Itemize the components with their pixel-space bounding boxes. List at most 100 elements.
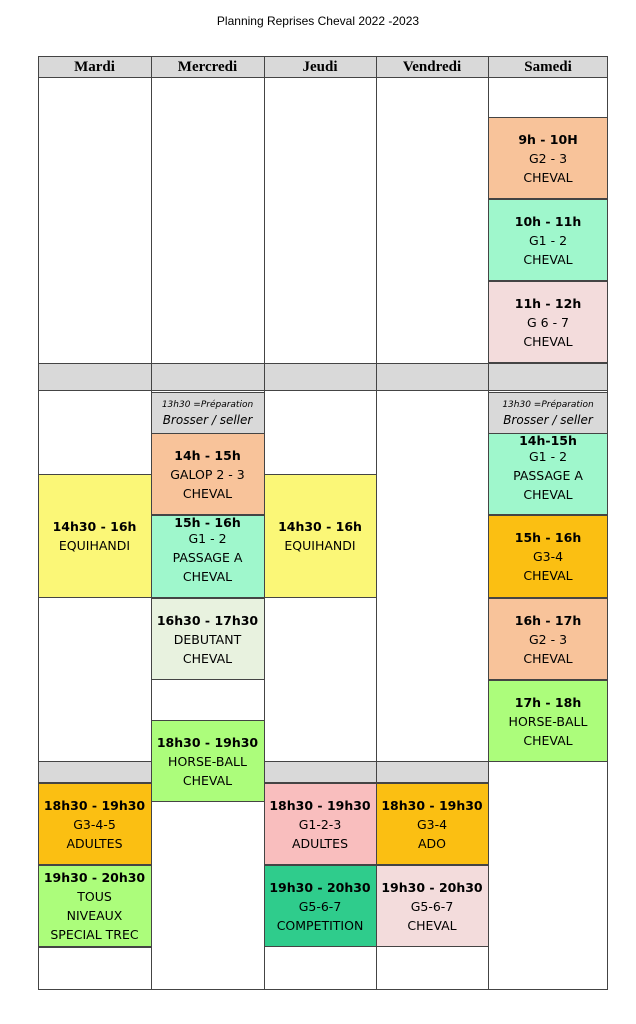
slot-time: 14h30 - 16h bbox=[52, 519, 137, 534]
slot-label: CHEVAL bbox=[523, 487, 573, 502]
samedi-15h: 15h - 16h G3-4 CHEVAL bbox=[488, 515, 608, 598]
table-top-border bbox=[38, 56, 608, 57]
slot-label: ADO bbox=[417, 835, 446, 851]
mardi-equihandi: 14h30 - 16h EQUIHANDI bbox=[38, 474, 151, 598]
slot-label: CHEVAL bbox=[182, 485, 233, 501]
slot-time: 17h - 18h bbox=[514, 694, 582, 710]
slot-group: GALOP 2 - 3 bbox=[170, 466, 245, 482]
samedi-16h: 16h - 17h G2 - 3 CHEVAL bbox=[488, 598, 608, 680]
samedi-14h: 14h-15h G1 - 2 PASSAGE A CHEVAL bbox=[488, 433, 608, 515]
samedi-9h: 9h - 10H G2 - 3 CHEVAL bbox=[488, 117, 608, 199]
slot-time: 11h - 12h bbox=[514, 295, 582, 311]
slot-label: CHEVAL bbox=[523, 169, 573, 185]
slot-label: CHEVAL bbox=[407, 917, 457, 933]
slot-group: G5-6-7 bbox=[410, 898, 454, 914]
slot-label: CHEVAL bbox=[523, 333, 573, 349]
mercredi-preparation: 13h30 =Préparation Brosser / seller bbox=[151, 392, 264, 433]
slot-time: 15h - 16h bbox=[514, 530, 582, 545]
slot-group: G1-2-3 bbox=[298, 816, 342, 832]
header-mercredi: Mercredi bbox=[151, 57, 264, 78]
samedi-preparation: 13h30 =Préparation Brosser / seller bbox=[488, 392, 608, 433]
preparation-time: 13h30 =Préparation bbox=[161, 400, 254, 410]
samedi-11h: 11h - 12h G 6 - 7 CHEVAL bbox=[488, 281, 608, 363]
slot-label: COMPETITION bbox=[276, 917, 364, 933]
slot-group: G2 - 3 bbox=[528, 631, 568, 647]
slot-time: 18h30 - 19h30 bbox=[156, 734, 259, 750]
slot-label: SPECIAL TREC bbox=[50, 927, 139, 942]
header-samedi: Samedi bbox=[488, 57, 608, 78]
slot-label: EQUIHANDI bbox=[58, 538, 131, 553]
slot-time: 14h - 15h bbox=[174, 447, 241, 463]
mardi-adultes: 18h30 - 19h30 G3-4-5 ADULTES bbox=[38, 783, 151, 865]
slot-group: G3-4-5 bbox=[73, 816, 116, 832]
slot-time: 16h30 - 17h30 bbox=[156, 612, 259, 628]
slot-time: 16h - 17h bbox=[514, 612, 582, 628]
jeudi-adultes: 18h30 - 19h30 G1-2-3 ADULTES bbox=[264, 783, 376, 865]
slot-label: ADULTES bbox=[291, 835, 349, 851]
vendredi-cheval: 19h30 - 20h30 G5-6-7 CHEVAL bbox=[376, 865, 488, 947]
column-border bbox=[151, 57, 152, 990]
slot-group: G1 - 2 bbox=[528, 232, 568, 248]
slot-label: HORSE-BALL bbox=[168, 753, 247, 769]
lunch-break-band bbox=[38, 363, 608, 391]
evening-band-mardi bbox=[38, 761, 151, 783]
header-vendredi: Vendredi bbox=[376, 57, 488, 78]
mercredi-galop: 14h - 15h GALOP 2 - 3 CHEVAL bbox=[151, 433, 264, 515]
column-border bbox=[264, 57, 265, 990]
slot-label: CHEVAL bbox=[182, 569, 233, 584]
slot-time: 18h30 - 19h30 bbox=[269, 797, 371, 813]
slot-label: CHEVAL bbox=[523, 732, 573, 748]
slot-label: PASSAGE A bbox=[513, 468, 583, 483]
slot-time: 18h30 - 19h30 bbox=[43, 797, 146, 813]
preparation-time: 13h30 =Préparation bbox=[502, 400, 594, 410]
slot-group: G5-6-7 bbox=[298, 898, 342, 914]
slot-label: NIVEAUX bbox=[66, 908, 123, 923]
slot-group: G1 - 2 bbox=[528, 449, 568, 464]
slot-label: DEBUTANT bbox=[173, 631, 242, 647]
slot-label: PASSAGE A bbox=[172, 550, 243, 565]
column-border bbox=[488, 57, 489, 990]
slot-label: CHEVAL bbox=[523, 568, 573, 583]
slot-time: 15h - 16h bbox=[174, 515, 241, 530]
mercredi-passage: 15h - 16h G1 - 2 PASSAGE A CHEVAL bbox=[151, 515, 264, 598]
slot-label: CHEVAL bbox=[523, 251, 573, 267]
row-divider bbox=[38, 947, 151, 948]
slot-group: G3-4 bbox=[532, 549, 564, 564]
slot-label: CHEVAL bbox=[182, 650, 233, 666]
slot-label: EQUIHANDI bbox=[284, 538, 356, 553]
mercredi-horseball: 18h30 - 19h30 HORSE-BALL CHEVAL bbox=[151, 720, 264, 802]
column-border bbox=[38, 57, 39, 990]
column-border bbox=[607, 57, 608, 990]
jeudi-competition: 19h30 - 20h30 G5-6-7 COMPETITION bbox=[264, 865, 376, 947]
slot-group: G1 - 2 bbox=[188, 531, 227, 546]
column-border bbox=[376, 57, 377, 990]
slot-time: 14h-15h bbox=[519, 433, 577, 448]
preparation-task: Brosser / seller bbox=[162, 413, 253, 427]
slot-group: G 6 - 7 bbox=[526, 314, 570, 330]
samedi-10h: 10h - 11h G1 - 2 CHEVAL bbox=[488, 199, 608, 281]
jeudi-equihandi: 14h30 - 16h EQUIHANDI bbox=[264, 474, 376, 598]
slot-time: 19h30 - 20h30 bbox=[381, 879, 483, 895]
slot-label: CHEVAL bbox=[523, 650, 573, 666]
slot-time: 10h - 11h bbox=[514, 213, 582, 229]
samedi-17h: 17h - 18h HORSE-BALL CHEVAL bbox=[488, 680, 608, 762]
slot-label: ADULTES bbox=[66, 835, 123, 851]
slot-group: G2 - 3 bbox=[528, 150, 568, 166]
slot-time: 19h30 - 20h30 bbox=[43, 870, 146, 885]
header-mardi: Mardi bbox=[38, 57, 151, 78]
mardi-trec: 19h30 - 20h30 TOUS NIVEAUX SPECIAL TREC bbox=[38, 865, 151, 947]
slot-label: TOUS bbox=[77, 889, 112, 904]
slot-group: G3-4 bbox=[416, 816, 448, 832]
mercredi-debutant: 16h30 - 17h30 DEBUTANT CHEVAL bbox=[151, 598, 264, 680]
slot-label: CHEVAL bbox=[182, 772, 233, 788]
slot-time: 9h - 10H bbox=[518, 131, 578, 147]
preparation-task: Brosser / seller bbox=[503, 413, 593, 427]
table-bottom-border bbox=[38, 989, 608, 990]
slot-label: HORSE-BALL bbox=[508, 713, 588, 729]
slot-time: 14h30 - 16h bbox=[278, 519, 362, 534]
vendredi-ado: 18h30 - 19h30 G3-4 ADO bbox=[376, 783, 488, 865]
slot-time: 18h30 - 19h30 bbox=[381, 797, 483, 813]
page-title: Planning Reprises Cheval 2022 -2023 bbox=[216, 14, 420, 28]
header-jeudi: Jeudi bbox=[264, 57, 376, 78]
slot-time: 19h30 - 20h30 bbox=[269, 879, 371, 895]
